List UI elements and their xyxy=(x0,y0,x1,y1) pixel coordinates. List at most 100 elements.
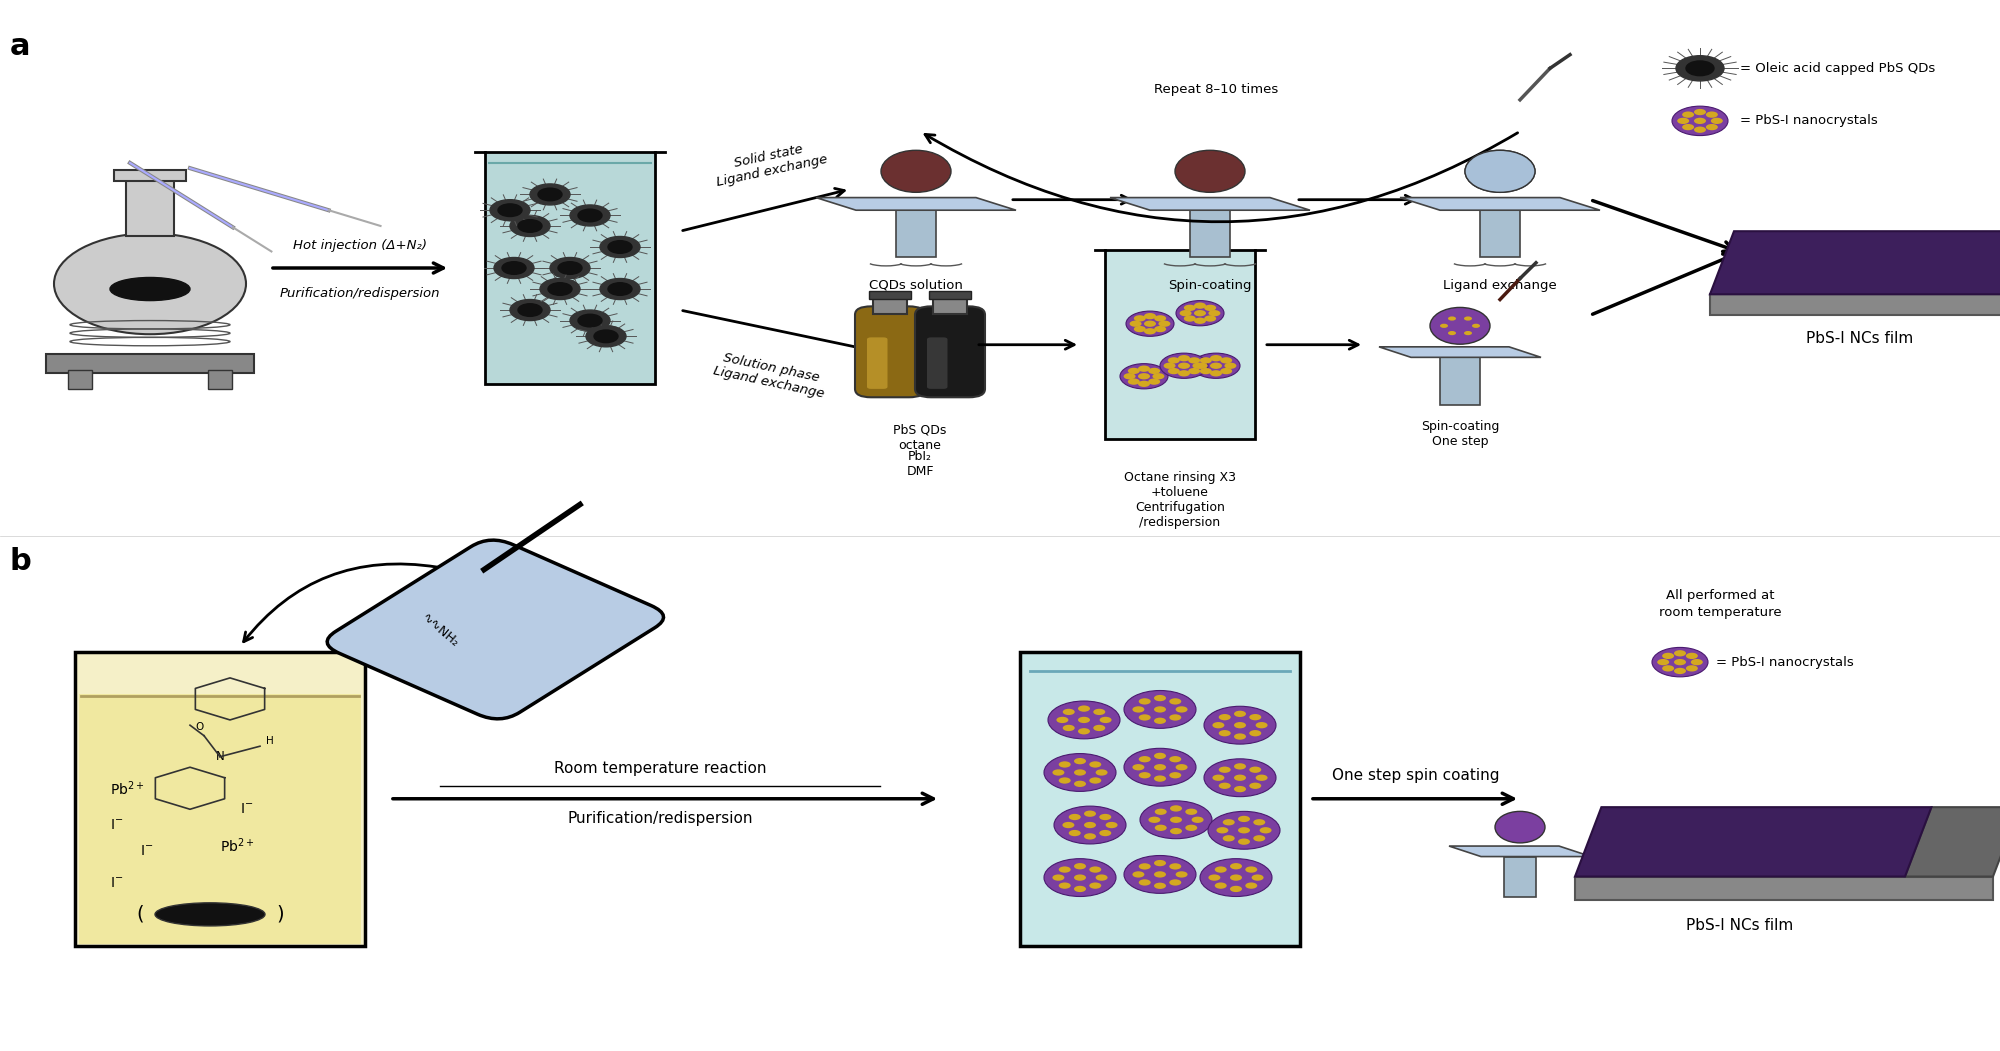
Circle shape xyxy=(1218,766,1230,772)
Circle shape xyxy=(1250,766,1262,772)
Text: PbS QDs
octane: PbS QDs octane xyxy=(894,424,946,452)
Circle shape xyxy=(1192,363,1204,369)
Circle shape xyxy=(1090,761,1102,767)
Circle shape xyxy=(1170,698,1182,704)
Circle shape xyxy=(1204,759,1276,797)
Circle shape xyxy=(1256,775,1268,781)
Circle shape xyxy=(1676,56,1724,81)
Circle shape xyxy=(1682,124,1694,130)
Circle shape xyxy=(1662,665,1674,672)
Text: N: N xyxy=(216,750,224,763)
Circle shape xyxy=(1154,883,1166,889)
Text: a: a xyxy=(10,32,30,61)
Ellipse shape xyxy=(1464,150,1536,192)
Circle shape xyxy=(1170,863,1182,869)
Circle shape xyxy=(1154,315,1166,322)
Circle shape xyxy=(1148,378,1160,385)
Circle shape xyxy=(1138,772,1150,779)
Text: Spin-coating
One step: Spin-coating One step xyxy=(1420,420,1500,449)
Circle shape xyxy=(1694,109,1706,116)
Text: One step spin coating: One step spin coating xyxy=(1332,768,1500,783)
Circle shape xyxy=(1186,825,1198,831)
Circle shape xyxy=(494,257,534,279)
Circle shape xyxy=(1170,805,1182,811)
Circle shape xyxy=(1138,380,1150,387)
Circle shape xyxy=(1148,817,1160,823)
Circle shape xyxy=(1246,883,1258,889)
Circle shape xyxy=(1052,874,1064,881)
Circle shape xyxy=(1154,776,1166,782)
Circle shape xyxy=(1078,705,1090,712)
FancyBboxPatch shape xyxy=(1020,652,1300,946)
Circle shape xyxy=(1214,883,1226,889)
Circle shape xyxy=(1052,769,1064,776)
Circle shape xyxy=(1062,708,1074,715)
Circle shape xyxy=(608,241,632,253)
Circle shape xyxy=(1222,819,1234,825)
Circle shape xyxy=(1054,806,1126,844)
FancyBboxPatch shape xyxy=(1104,250,1256,439)
Circle shape xyxy=(1090,883,1102,889)
Circle shape xyxy=(518,304,542,316)
Circle shape xyxy=(1694,118,1706,124)
Circle shape xyxy=(550,257,590,279)
Circle shape xyxy=(1674,659,1686,665)
FancyBboxPatch shape xyxy=(76,652,364,946)
Circle shape xyxy=(1196,363,1208,369)
Circle shape xyxy=(498,204,522,217)
Circle shape xyxy=(1194,303,1206,309)
FancyBboxPatch shape xyxy=(868,337,888,389)
Text: = PbS-I nanocrystals: = PbS-I nanocrystals xyxy=(1740,115,1878,127)
FancyBboxPatch shape xyxy=(208,370,232,389)
Circle shape xyxy=(1184,305,1196,311)
Circle shape xyxy=(1224,363,1236,369)
Circle shape xyxy=(1176,764,1188,770)
Circle shape xyxy=(518,220,542,232)
Circle shape xyxy=(1188,357,1200,364)
Circle shape xyxy=(1068,813,1080,820)
Polygon shape xyxy=(1400,198,1600,210)
Circle shape xyxy=(1044,859,1116,897)
Circle shape xyxy=(1690,659,1702,665)
Text: Room temperature reaction: Room temperature reaction xyxy=(554,761,766,776)
Circle shape xyxy=(1212,722,1224,728)
Circle shape xyxy=(1170,880,1182,886)
Circle shape xyxy=(1220,357,1232,364)
Circle shape xyxy=(1686,665,1698,672)
FancyBboxPatch shape xyxy=(114,170,186,181)
Circle shape xyxy=(594,330,618,343)
Circle shape xyxy=(1154,871,1166,878)
Text: b: b xyxy=(10,547,32,576)
Circle shape xyxy=(1208,811,1280,849)
Circle shape xyxy=(1120,364,1168,389)
Circle shape xyxy=(1124,691,1196,728)
Text: I$^{-}$: I$^{-}$ xyxy=(110,875,124,890)
Circle shape xyxy=(1658,659,1670,665)
Circle shape xyxy=(1238,827,1250,833)
FancyBboxPatch shape xyxy=(896,210,936,257)
Circle shape xyxy=(1058,761,1070,767)
Circle shape xyxy=(1186,808,1198,815)
Circle shape xyxy=(1230,886,1242,892)
Circle shape xyxy=(1138,373,1150,379)
Circle shape xyxy=(1154,860,1166,866)
Circle shape xyxy=(1662,653,1674,659)
Ellipse shape xyxy=(1176,150,1244,192)
Circle shape xyxy=(1154,808,1166,815)
Circle shape xyxy=(1194,310,1206,316)
Circle shape xyxy=(1126,311,1174,336)
Circle shape xyxy=(1138,715,1150,721)
Circle shape xyxy=(1132,764,1144,770)
Text: Spin-coating: Spin-coating xyxy=(1168,279,1252,291)
Text: Pb$^{2+}$: Pb$^{2+}$ xyxy=(220,837,254,856)
Circle shape xyxy=(1168,357,1180,364)
Circle shape xyxy=(1094,708,1106,715)
Text: ): ) xyxy=(276,905,284,924)
Circle shape xyxy=(1170,828,1182,834)
Circle shape xyxy=(1154,706,1166,713)
Circle shape xyxy=(1222,836,1234,842)
Circle shape xyxy=(1448,331,1456,335)
Polygon shape xyxy=(1576,877,1992,900)
Text: Octane rinsing X3
+toluene
Centrifugation
/redispersion: Octane rinsing X3 +toluene Centrifugatio… xyxy=(1124,471,1236,529)
Circle shape xyxy=(1096,874,1108,881)
